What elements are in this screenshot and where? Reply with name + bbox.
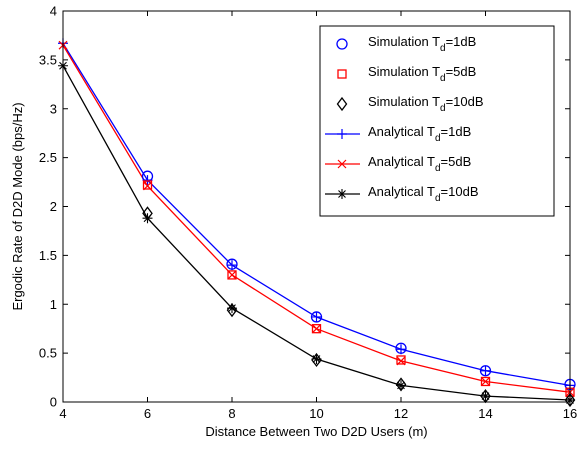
legend-label-2: Simulation Td=10dB [368, 94, 484, 114]
series-1-point-3 [396, 355, 406, 365]
series-2-point-3 [395, 377, 407, 392]
x-tick-label-5: 14 [478, 406, 492, 421]
series-layer [58, 38, 576, 408]
series-2-point-2 [311, 352, 322, 368]
legend-label-0: Simulation Td=1dB [368, 34, 476, 54]
legend-label-3: Analytical Td=1dB [368, 124, 471, 144]
x-tick-label-3: 10 [309, 406, 323, 421]
y-tick-label-2: 1 [50, 297, 57, 312]
x-tick-label-4: 12 [394, 406, 408, 421]
series-0-point-3 [395, 342, 407, 354]
x-tick-label-0: 4 [59, 406, 66, 421]
series-1 [142, 180, 575, 397]
legend-marker-3 [337, 129, 347, 139]
tick-layer: 4 6 8 10 12 14 16 0 0.5 1 1.5 2 2.5 3 3.5 4 [39, 4, 577, 422]
y-tick-label-6: 3 [50, 101, 57, 116]
y-axis-label: Ergodic Rate of D2D Mode (bps/Hz) [10, 102, 25, 310]
y-tick-label-4: 2 [50, 199, 57, 214]
legend-entry-3: Analytical Td=1dB [325, 124, 471, 144]
y-tick-label-1: 0.5 [39, 346, 57, 361]
legend-marker-4 [337, 159, 347, 169]
series-4-point-2 [227, 270, 237, 280]
legend-label-1: Simulation Td=5dB [368, 64, 476, 84]
series-5-point-4 [396, 380, 406, 391]
series-0-point-4 [479, 365, 492, 377]
legend-entry-4: Analytical Td=5dB [325, 154, 471, 174]
series-1-point-1 [227, 270, 237, 280]
legend-label-4: Analytical Td=5dB [368, 154, 471, 174]
series-4 [58, 40, 575, 397]
series-3-point-2 [227, 260, 237, 271]
y-tick-label-0: 0 [50, 395, 57, 410]
legend-marker-5 [337, 189, 347, 199]
legend-entry-1: Simulation Td=5dB [337, 64, 476, 84]
legend-marker-1 [337, 69, 347, 79]
legend-marker-0 [336, 38, 348, 50]
series-5-point-2 [227, 303, 237, 314]
legend-entry-2: Simulation Td=10dB [336, 94, 484, 114]
x-axis-label: Distance Between Two D2D Users (m) [205, 424, 427, 439]
series-1-point-4 [480, 376, 491, 387]
x-tick-label-2: 8 [228, 406, 235, 421]
y-tick-label-5: 2.5 [39, 150, 57, 165]
legend-marker-2 [336, 96, 348, 112]
legend-label-5: Analytical Td=10dB [368, 184, 478, 204]
series-3-point-5 [480, 365, 491, 376]
x-tick-label-6: 16 [563, 406, 577, 421]
x-tick-label-1: 6 [144, 406, 151, 421]
series-4-point-3 [312, 324, 321, 334]
series-3-point-3 [311, 311, 322, 322]
legend-box [319, 25, 555, 217]
series-2-point-0 [142, 206, 153, 221]
series-2-point-5 [564, 392, 576, 408]
series-5-point-1 [142, 213, 153, 224]
series-0-point-1 [226, 258, 238, 270]
series-5-point-3 [311, 353, 322, 364]
series-3-point-4 [396, 344, 406, 355]
series-1-point-0 [142, 180, 153, 190]
series-0-point-2 [310, 311, 323, 323]
legend-entry-0: Simulation Td=1dB [336, 34, 476, 54]
series-3 [58, 38, 575, 391]
legend-entry-5: Analytical Td=10dB [325, 184, 478, 204]
y-tick-label-7: 3.5 [39, 52, 57, 67]
series-5-point-5 [480, 391, 491, 402]
y-tick-label-3: 1.5 [39, 248, 57, 263]
legend: Simulation Td=1dB Simulation Td=5dB Simula… [319, 25, 555, 217]
series-1-point-2 [311, 324, 322, 334]
series-4-point-5 [481, 377, 490, 386]
series-2-point-1 [226, 303, 238, 318]
y-tick-label-8: 4 [50, 4, 57, 19]
